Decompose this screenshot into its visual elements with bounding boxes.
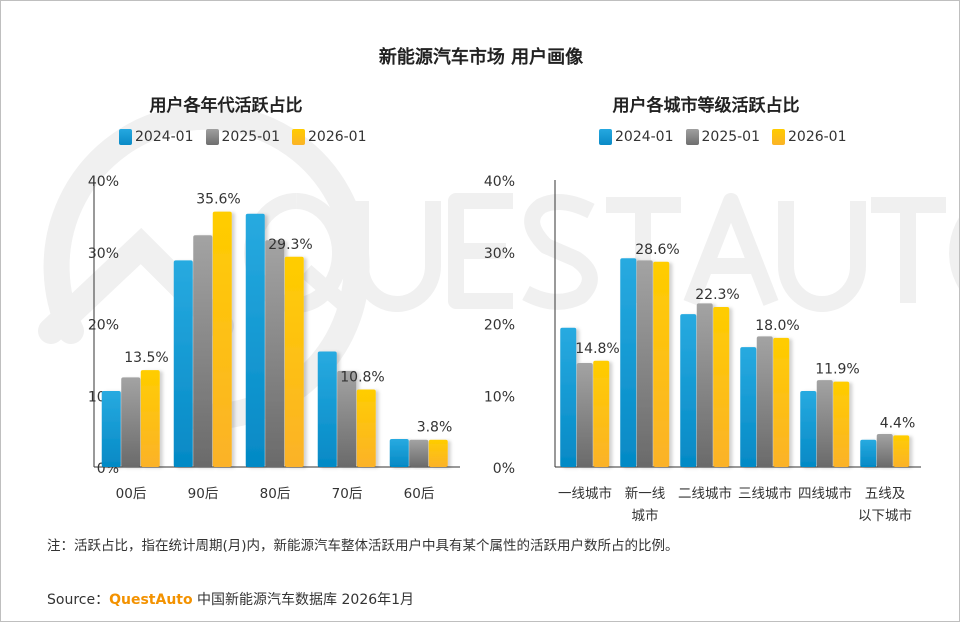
source-text: 中国新能源汽车数据库 2026年1月 [192,592,415,608]
legend-item: 2026-01 [292,129,367,145]
data-label: 13.5% [124,350,168,366]
legend-item: 2024-01 [119,129,194,145]
bar-2024-01 [620,258,637,467]
legend-swatch [772,129,785,145]
bar-2026-01 [356,389,376,467]
x-tick-label: 60后 [404,486,435,502]
source-brand: QuestAuto [109,592,193,608]
data-label: 18.0% [755,318,799,334]
bar-2025-01 [876,433,893,467]
bar-2026-01 [713,306,730,467]
data-label: 35.6% [196,192,240,208]
legend-label: 2025-01 [221,129,281,145]
data-label: 29.3% [268,237,312,253]
bar-2026-01 [833,381,850,467]
bar-2026-01 [140,370,160,467]
data-label: 22.3% [695,287,739,303]
data-label: 14.8% [575,341,619,357]
legend-label: 2025-01 [701,129,761,145]
bar-2026-01 [212,211,232,467]
bar-2026-01 [593,360,610,467]
legend-label: 2024-01 [135,129,194,145]
bar-2026-01 [773,337,790,467]
legend-label: 2024-01 [615,129,674,145]
chart-title-age: 用户各年代活跃占比 [149,96,303,116]
legend-swatch [685,129,699,145]
footnote: 注：活跃占比，指在统计周期(月)内，新能源汽车整体活跃用户中具有某个属性的活跃用… [47,538,679,554]
y-tick-label: 30% [484,246,515,262]
x-tick-label: 00后 [116,486,147,502]
data-label: 11.9% [815,362,859,378]
bar-2025-01 [121,377,141,467]
data-label: 3.8% [417,420,453,436]
bar-2024-01 [860,439,877,467]
legend-item: 2025-01 [205,129,281,145]
x-tick-label: 三线城市 [738,485,792,502]
bar-2026-01 [893,435,910,467]
chart-title-city: 用户各城市等级活跃占比 [612,96,800,116]
bar-2024-01 [560,327,577,467]
bar-2024-01 [245,213,265,467]
y-tick-label: 10% [484,389,515,405]
bar-2024-01 [740,347,757,467]
bar-2024-01 [317,351,337,467]
bar-2025-01 [696,303,713,467]
bar-2024-01 [680,314,697,467]
legend-city: 2024-01 2025-01 2026-01 [599,129,847,145]
y-tick-label: 20% [88,318,119,334]
bar-2026-01 [653,261,670,467]
data-label: 28.6% [635,242,679,258]
y-tick-label: 20% [484,318,515,334]
x-tick-label: 新一线 [625,486,666,502]
data-label: 4.4% [880,415,916,431]
bar-2025-01 [636,260,653,467]
source-line: Source：QuestAuto 中国新能源汽车数据库 2026年1月 [47,589,414,609]
x-tick-label: 五线及 [865,486,906,502]
legend-swatch [205,129,219,145]
bar-2024-01 [389,439,409,467]
legend-swatch [599,129,612,145]
x-tick-label: 二线城市 [678,485,732,502]
legend-item: 2025-01 [685,129,761,145]
watermark-lettering-icon [244,193,959,313]
x-tick-label: 以下城市 [858,507,912,524]
legend-swatch [119,129,132,145]
bar-2024-01 [800,390,817,467]
bar-2025-01 [409,439,429,467]
legend-swatch [292,129,305,145]
legend-item: 2024-01 [599,129,674,145]
bar-2026-01 [284,256,304,467]
y-tick-label: 40% [484,174,515,190]
y-tick-label: 30% [88,246,119,262]
legend-item: 2026-01 [772,129,847,145]
x-tick-label: 90后 [188,486,219,502]
source-label: Source： [47,592,110,608]
x-tick-label: 城市 [632,507,659,524]
data-label: 10.8% [340,370,384,386]
legend-age: 2024-01 2025-01 2026-01 [119,129,367,145]
bar-2025-01 [337,370,357,467]
bar-2025-01 [756,336,773,467]
page-title: 新能源汽车市场 用户画像 [378,47,584,68]
bar-2024-01 [101,390,121,467]
bar-2024-01 [173,260,193,467]
bar-2025-01 [576,362,593,467]
bar-2025-01 [193,235,213,467]
legend-label: 2026-01 [788,129,847,145]
bar-2026-01 [428,439,448,467]
x-tick-label: 70后 [332,486,363,502]
x-tick-label: 一线城市 [558,485,612,502]
y-tick-label: 0% [493,461,515,477]
x-tick-label: 80后 [260,486,291,502]
legend-label: 2026-01 [308,129,367,145]
x-tick-label: 四线城市 [798,485,852,502]
y-tick-label: 40% [88,174,119,190]
bar-2025-01 [265,240,285,467]
bar-2025-01 [816,380,833,467]
